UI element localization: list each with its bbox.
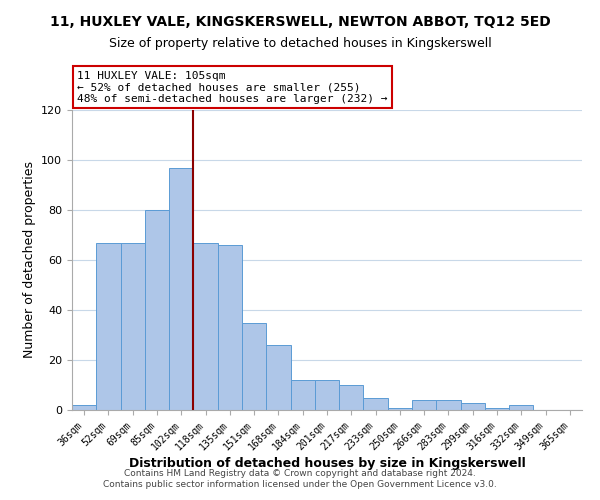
Text: Contains HM Land Registry data © Crown copyright and database right 2024.: Contains HM Land Registry data © Crown c… xyxy=(124,468,476,477)
Bar xyxy=(461,402,485,410)
Text: 11, HUXLEY VALE, KINGSKERSWELL, NEWTON ABBOT, TQ12 5ED: 11, HUXLEY VALE, KINGSKERSWELL, NEWTON A… xyxy=(50,15,550,29)
Bar xyxy=(96,242,121,410)
Text: Contains public sector information licensed under the Open Government Licence v3: Contains public sector information licen… xyxy=(103,480,497,489)
Bar xyxy=(412,400,436,410)
Bar xyxy=(436,400,461,410)
Bar xyxy=(509,405,533,410)
Text: 11 HUXLEY VALE: 105sqm
← 52% of detached houses are smaller (255)
48% of semi-de: 11 HUXLEY VALE: 105sqm ← 52% of detached… xyxy=(77,71,388,104)
Y-axis label: Number of detached properties: Number of detached properties xyxy=(23,162,35,358)
Bar xyxy=(364,398,388,410)
Bar xyxy=(121,242,145,410)
Bar xyxy=(485,408,509,410)
Bar xyxy=(242,322,266,410)
Text: Size of property relative to detached houses in Kingskerswell: Size of property relative to detached ho… xyxy=(109,38,491,51)
Bar xyxy=(315,380,339,410)
Bar xyxy=(193,242,218,410)
Bar xyxy=(145,210,169,410)
Bar xyxy=(169,168,193,410)
Bar xyxy=(218,245,242,410)
Bar xyxy=(266,345,290,410)
X-axis label: Distribution of detached houses by size in Kingskerswell: Distribution of detached houses by size … xyxy=(128,458,526,470)
Bar xyxy=(339,385,364,410)
Bar xyxy=(388,408,412,410)
Bar xyxy=(290,380,315,410)
Bar xyxy=(72,405,96,410)
